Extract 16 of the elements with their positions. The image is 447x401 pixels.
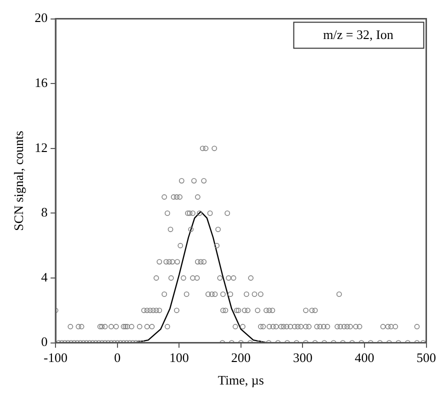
y-tick-label: 12 [34, 140, 48, 155]
y-tick-label: 16 [34, 75, 48, 90]
x-tick-label: -100 [44, 350, 68, 366]
x-axis-title: Time, µs [218, 372, 264, 388]
y-axis-title: SCN signal, counts [11, 130, 26, 231]
x-tick-label: 300 [292, 350, 312, 366]
x-tick-label: 0 [114, 350, 121, 366]
x-tick-label: 100 [169, 350, 189, 366]
x-tick-label: 500 [416, 350, 436, 366]
y-tick-label: 0 [41, 334, 48, 350]
y-tick-label: 4 [41, 269, 48, 284]
y-tick-label: 20 [34, 10, 48, 26]
x-tick-label: 200 [231, 350, 251, 366]
y-tick-label: 8 [41, 204, 48, 220]
annotation: m/z = 32, Ion [323, 27, 394, 42]
x-tick-label: 400 [354, 350, 374, 366]
